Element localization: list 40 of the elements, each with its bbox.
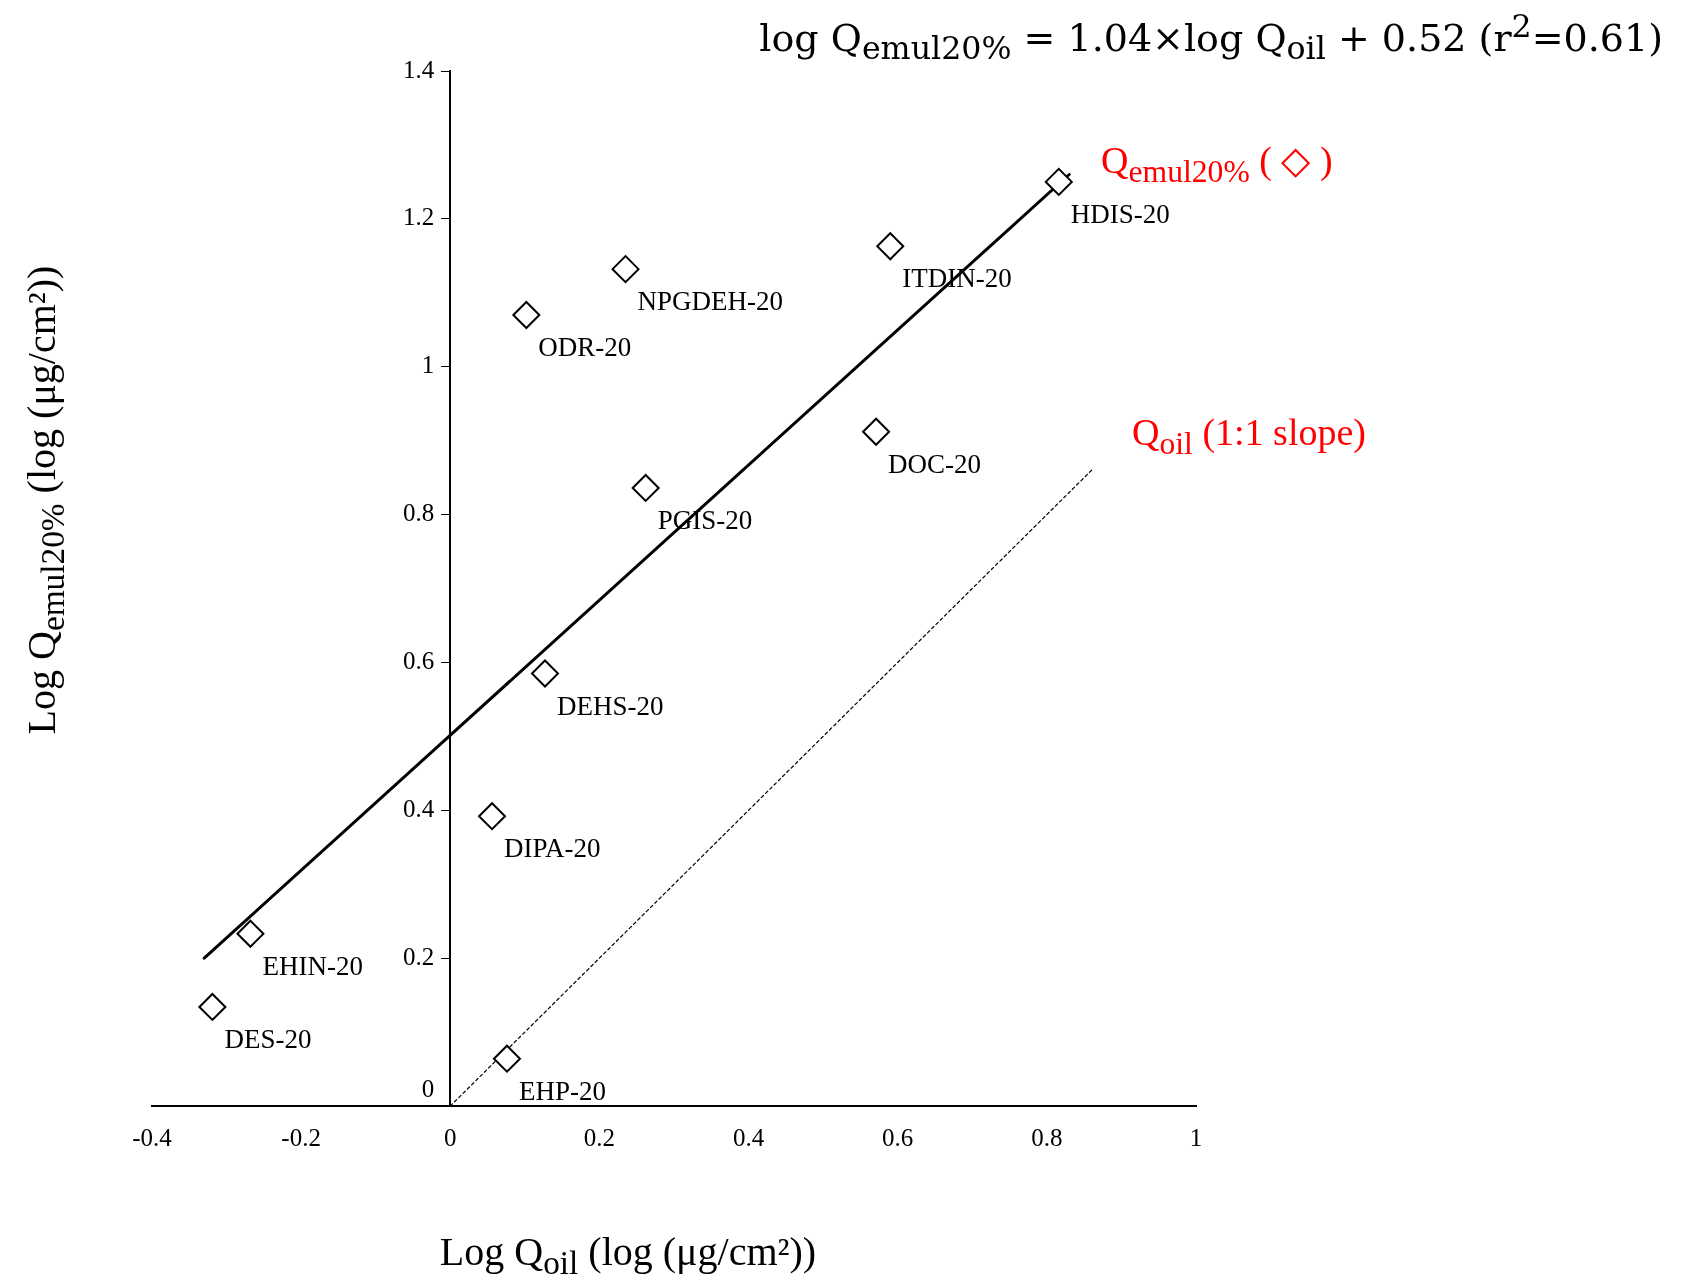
x-axis-title: Log Q$_{oil}$ (log (μg/cm²)): [439, 1228, 817, 1282]
x-tick-label: 0.8: [1031, 1123, 1063, 1151]
y-tick-label: 0: [421, 1075, 435, 1103]
annotation: Q$_{oil}$ (1:1 slope): [1132, 410, 1366, 462]
x-tick-label: 0: [444, 1123, 457, 1151]
y-tick-label: 0.2: [403, 942, 435, 970]
x-tick-label: 0.2: [583, 1123, 616, 1151]
point: [512, 300, 541, 329]
x-tick-label: 0.4: [732, 1123, 765, 1151]
annotation: DOC-20: [888, 448, 982, 479]
x-tick-label: -0.4: [132, 1123, 173, 1151]
annotation: ODR-20: [538, 332, 632, 363]
x-tick-label: -0.2: [281, 1123, 321, 1151]
point: [492, 1044, 521, 1073]
annotation: EHP-20: [518, 1075, 606, 1106]
point: [478, 802, 507, 831]
point: [876, 232, 905, 261]
annotation: Q$_{emul20%}$ ( ◇ ): [1101, 138, 1333, 190]
annotation: HDIS-20: [1070, 198, 1170, 229]
point: [862, 417, 891, 446]
y-tick-label: 0.6: [403, 646, 435, 674]
point: [530, 659, 559, 688]
y-tick-label: 1: [421, 351, 435, 379]
point: [1044, 167, 1073, 196]
y-tick-label: 0.4: [403, 794, 435, 822]
chart-title: log Q$_{emul20%}$ = 1.04×log Q$_{oil}$ + 0.52 (r$^{2}$=0.61): [759, 8, 1663, 67]
annotation: NPGDEH-20: [637, 286, 784, 317]
annotation: EHIN-20: [262, 950, 363, 981]
annotation: DEHS-20: [556, 690, 664, 721]
y-tick-label: 0.8: [403, 499, 435, 527]
point: [236, 919, 265, 948]
point: [198, 992, 227, 1021]
annotation: DES-20: [224, 1024, 312, 1055]
annotation: DIPA-20: [504, 833, 601, 864]
x-tick-label: 1: [1189, 1123, 1203, 1151]
point: [611, 255, 640, 284]
y-tick-label: 1.2: [403, 203, 435, 231]
point: [631, 473, 660, 502]
y-tick-label: 1.4: [403, 55, 435, 83]
x-tick-label: 0.6: [882, 1123, 914, 1151]
